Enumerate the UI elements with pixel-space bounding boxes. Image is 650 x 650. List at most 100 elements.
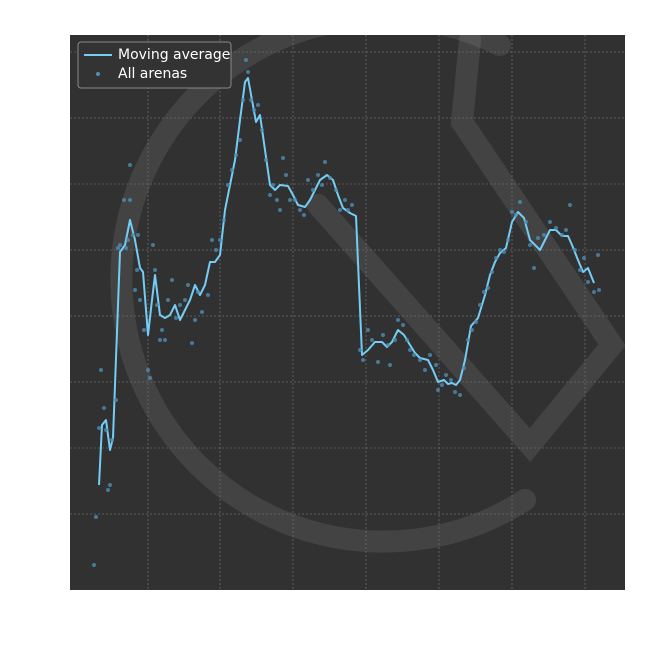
scatter-point (260, 128, 264, 132)
scatter-point (190, 341, 194, 345)
scatter-point (388, 363, 392, 367)
scatter-point (592, 290, 596, 294)
scatter-point (408, 348, 412, 352)
plot-area (70, 35, 625, 590)
scatter-point (230, 168, 234, 172)
scatter-point (166, 298, 170, 302)
scatter-point (582, 256, 586, 260)
scatter-point (293, 198, 297, 202)
scatter-point (381, 333, 385, 337)
legend-label: Moving average (118, 47, 230, 63)
scatter-point (478, 303, 482, 307)
scatter-point (142, 328, 146, 332)
scatter-point (138, 298, 142, 302)
scatter-point (244, 58, 248, 62)
scatter-point (436, 388, 440, 392)
scatter-point (440, 383, 444, 387)
scatter-point (178, 303, 182, 307)
scatter-point (238, 138, 242, 142)
legend-marker (96, 72, 100, 76)
scatter-point (597, 288, 601, 292)
scatter-point (444, 373, 448, 377)
scatter-point (361, 358, 365, 362)
scatter-point (135, 268, 139, 272)
scatter-point (542, 233, 546, 237)
scatter-point (320, 183, 324, 187)
scatter-point (174, 316, 178, 320)
scatter-point (434, 363, 438, 367)
scatter-point (449, 378, 453, 382)
scatter-point (284, 173, 288, 177)
scatter-point (214, 248, 218, 252)
scatter-point (193, 318, 197, 322)
scatter-point (528, 243, 532, 247)
scatter-point (564, 228, 568, 232)
scatter-point (514, 213, 518, 217)
scatter-point (288, 198, 292, 202)
scatter-point (298, 208, 302, 212)
scatter-point (453, 390, 457, 394)
scatter-point (118, 243, 122, 247)
legend-label: All arenas (118, 66, 187, 82)
marks (92, 58, 601, 567)
scatter-point (210, 238, 214, 242)
scatter-point (306, 178, 310, 182)
scatter-point (428, 353, 432, 357)
scatter-point (264, 158, 268, 162)
scatter-point (386, 343, 390, 347)
scatter-point (510, 210, 514, 214)
scatter-point (281, 156, 285, 160)
scatter-point (482, 290, 486, 294)
scatter-point (524, 220, 528, 224)
scatter-point (104, 428, 108, 432)
scatter-point (586, 280, 590, 284)
scatter-point (494, 256, 498, 260)
scatter-point (99, 368, 103, 372)
scatter-point (136, 233, 140, 237)
scatter-point (160, 328, 164, 332)
scatter-point (106, 488, 110, 492)
scatter-point (252, 108, 256, 112)
scatter-point (466, 338, 470, 342)
scatter-point (146, 368, 150, 372)
scatter-point (200, 310, 204, 314)
legend-box (77, 41, 232, 89)
scatter-point (126, 238, 130, 242)
scatter-point (350, 203, 354, 207)
watermark (110, 35, 625, 553)
scatter-point (376, 360, 380, 364)
scatter-point (328, 176, 332, 180)
scatter-point (578, 268, 582, 272)
scatter-point (218, 238, 222, 242)
scatter-point (498, 248, 502, 252)
scatter-point (470, 328, 474, 332)
scatter-point (155, 303, 159, 307)
scatter-point (151, 243, 155, 247)
scatter-point (518, 200, 522, 204)
scatter-point (92, 563, 96, 567)
scatter-point (116, 246, 120, 250)
scatter-point (148, 376, 152, 380)
scatter-point (206, 293, 210, 297)
scatter-point (222, 218, 226, 222)
scatter-point (346, 208, 350, 212)
legend: Moving average All arenas (77, 41, 232, 89)
scatter-point (573, 248, 577, 252)
scatter-point (114, 398, 118, 402)
scatter-point (366, 328, 370, 332)
scatter-point (234, 153, 238, 157)
scatter-point (423, 368, 427, 372)
scatter-point (256, 103, 260, 107)
scatter-point (554, 226, 558, 230)
grid (70, 35, 625, 590)
scatter-point (405, 338, 409, 342)
scatter-point (358, 348, 362, 352)
scatter-point (275, 198, 279, 202)
scatter-point (502, 250, 506, 254)
scatter-point (196, 290, 200, 294)
scatter-point (268, 193, 272, 197)
scatter-point (536, 236, 540, 240)
scatter-point (122, 198, 126, 202)
scatter-point (97, 426, 101, 430)
